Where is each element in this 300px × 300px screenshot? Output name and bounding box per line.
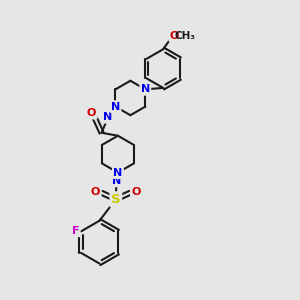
- Text: N: N: [141, 84, 150, 94]
- Text: O: O: [131, 187, 141, 197]
- Text: N: N: [112, 176, 121, 186]
- Text: N: N: [111, 102, 120, 112]
- Text: N: N: [103, 112, 113, 122]
- Text: O: O: [91, 187, 100, 197]
- Text: CH₃: CH₃: [174, 31, 195, 41]
- Text: S: S: [111, 193, 121, 206]
- Text: O: O: [170, 31, 179, 40]
- Text: F: F: [72, 226, 79, 236]
- Text: N: N: [113, 168, 122, 178]
- Text: O: O: [87, 108, 96, 118]
